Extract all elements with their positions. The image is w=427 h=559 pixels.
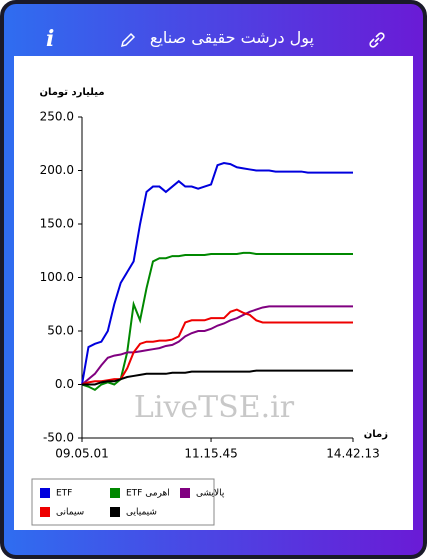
x-axis-label: زمان (364, 429, 388, 440)
x-tick-label: 11.15.45 (184, 447, 237, 461)
y-tick-label: 100.0 (40, 270, 74, 284)
legend-swatch (40, 488, 50, 498)
legend-swatch (110, 488, 120, 498)
series-line (81, 251, 353, 392)
legend-label: ETF اهرمی (126, 489, 170, 499)
x-tick-label: 14.42.13 (326, 447, 379, 461)
series-line (82, 369, 353, 386)
y-tick-label: 150.0 (40, 217, 74, 231)
legend-label: ETF (56, 489, 72, 499)
legend-swatch (40, 507, 50, 517)
info-button[interactable]: i (46, 26, 55, 52)
legend-label: پالایشی (196, 489, 225, 499)
series-line (81, 305, 353, 386)
legend-swatch (110, 507, 120, 517)
chart-card: میلیارد تومان زمان LiveTSE.ir -50.0 0.0 50… (14, 56, 413, 530)
y-tick-label: 200.0 (40, 163, 74, 177)
series-line (81, 308, 353, 386)
chart: میلیارد تومان زمان LiveTSE.ir -50.0 0.0 50… (31, 87, 388, 526)
y-axis-label: میلیارد تومان (39, 87, 104, 98)
y-tick-label: 0.0 (55, 377, 74, 391)
legend-label: سیمانی (56, 508, 84, 518)
page-title: پول درشت حقیقی صنایع (149, 28, 314, 47)
legend-swatch (180, 488, 190, 498)
y-tick-label: -50.0 (43, 431, 74, 445)
y-tick-label: 50.0 (47, 324, 74, 338)
y-tick-label: 250.0 (40, 110, 74, 124)
x-tick-label: 09.05.01 (55, 447, 108, 461)
edit-icon[interactable] (120, 32, 136, 48)
legend-label: شیمیایی (126, 508, 157, 518)
link-icon[interactable] (368, 31, 386, 49)
watermark: LiveTSE.ir (134, 390, 295, 425)
legend-box (31, 478, 215, 526)
series-line (81, 161, 353, 385)
